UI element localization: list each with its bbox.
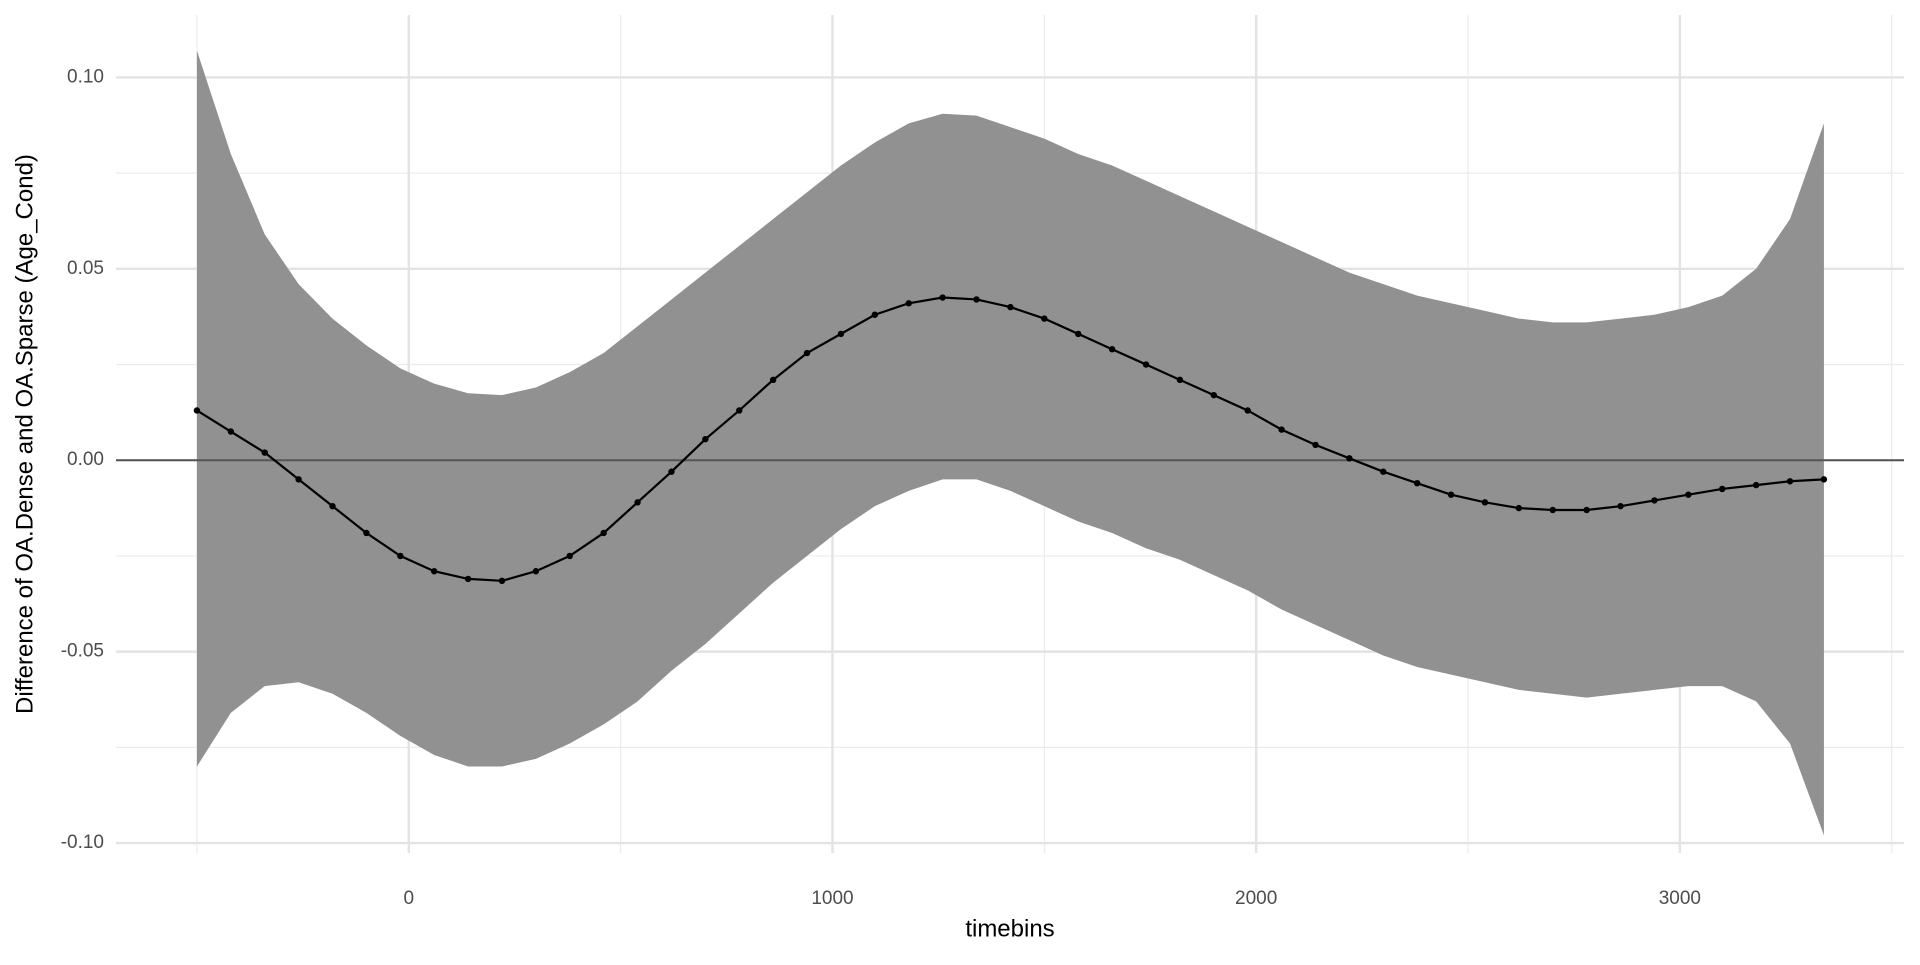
point (1583, 506, 1590, 514)
point (1142, 361, 1150, 368)
x-tick-label: 0 (403, 888, 414, 909)
point (464, 575, 472, 583)
point (1176, 376, 1184, 384)
y-tick-label: 0.05 (67, 258, 104, 279)
point (1278, 426, 1285, 433)
point (498, 577, 506, 585)
point (871, 311, 879, 318)
point (1549, 506, 1556, 514)
point (634, 499, 641, 506)
point (1786, 478, 1794, 485)
point (1447, 491, 1455, 498)
point (905, 300, 912, 307)
confidence-band (196, 50, 1824, 836)
point (1108, 346, 1116, 353)
point (1312, 441, 1319, 449)
x-tick-label: 2000 (1235, 888, 1277, 909)
point (837, 330, 845, 338)
point (1041, 315, 1048, 322)
point (261, 449, 268, 456)
y-tick-label: 0.10 (67, 66, 104, 87)
point (397, 552, 404, 560)
point (973, 296, 980, 303)
point (227, 428, 235, 435)
point (803, 349, 811, 357)
point (1380, 468, 1387, 475)
point (1752, 481, 1760, 489)
point (1820, 476, 1828, 483)
point (532, 568, 540, 575)
point (1617, 502, 1624, 510)
point (1413, 479, 1421, 487)
point (1719, 485, 1726, 493)
point (702, 435, 709, 443)
point (363, 529, 370, 537)
point (1075, 330, 1082, 338)
point (193, 407, 201, 414)
point (769, 376, 777, 384)
point (736, 407, 743, 414)
point (1244, 407, 1251, 414)
point (566, 552, 573, 560)
point (329, 502, 336, 510)
point (1651, 497, 1658, 504)
point (1007, 303, 1014, 311)
point (430, 568, 438, 575)
point (668, 468, 675, 475)
point (295, 476, 302, 483)
x-tick-label: 1000 (811, 888, 853, 909)
y-axis-title: Difference of OA.Dense and OA.Sparse (Ag… (11, 154, 38, 714)
point (1210, 391, 1217, 399)
y-tick-label: 0.00 (67, 449, 104, 470)
x-axis-title: timebins (965, 915, 1054, 942)
point (939, 294, 946, 301)
y-tick-label: -0.05 (61, 641, 104, 662)
y-tick-label: -0.10 (61, 832, 104, 853)
point (1515, 504, 1523, 512)
x-tick-label: 3000 (1659, 888, 1701, 909)
point (1481, 499, 1489, 506)
point (1346, 455, 1353, 462)
point (1685, 491, 1692, 498)
point (600, 529, 607, 537)
